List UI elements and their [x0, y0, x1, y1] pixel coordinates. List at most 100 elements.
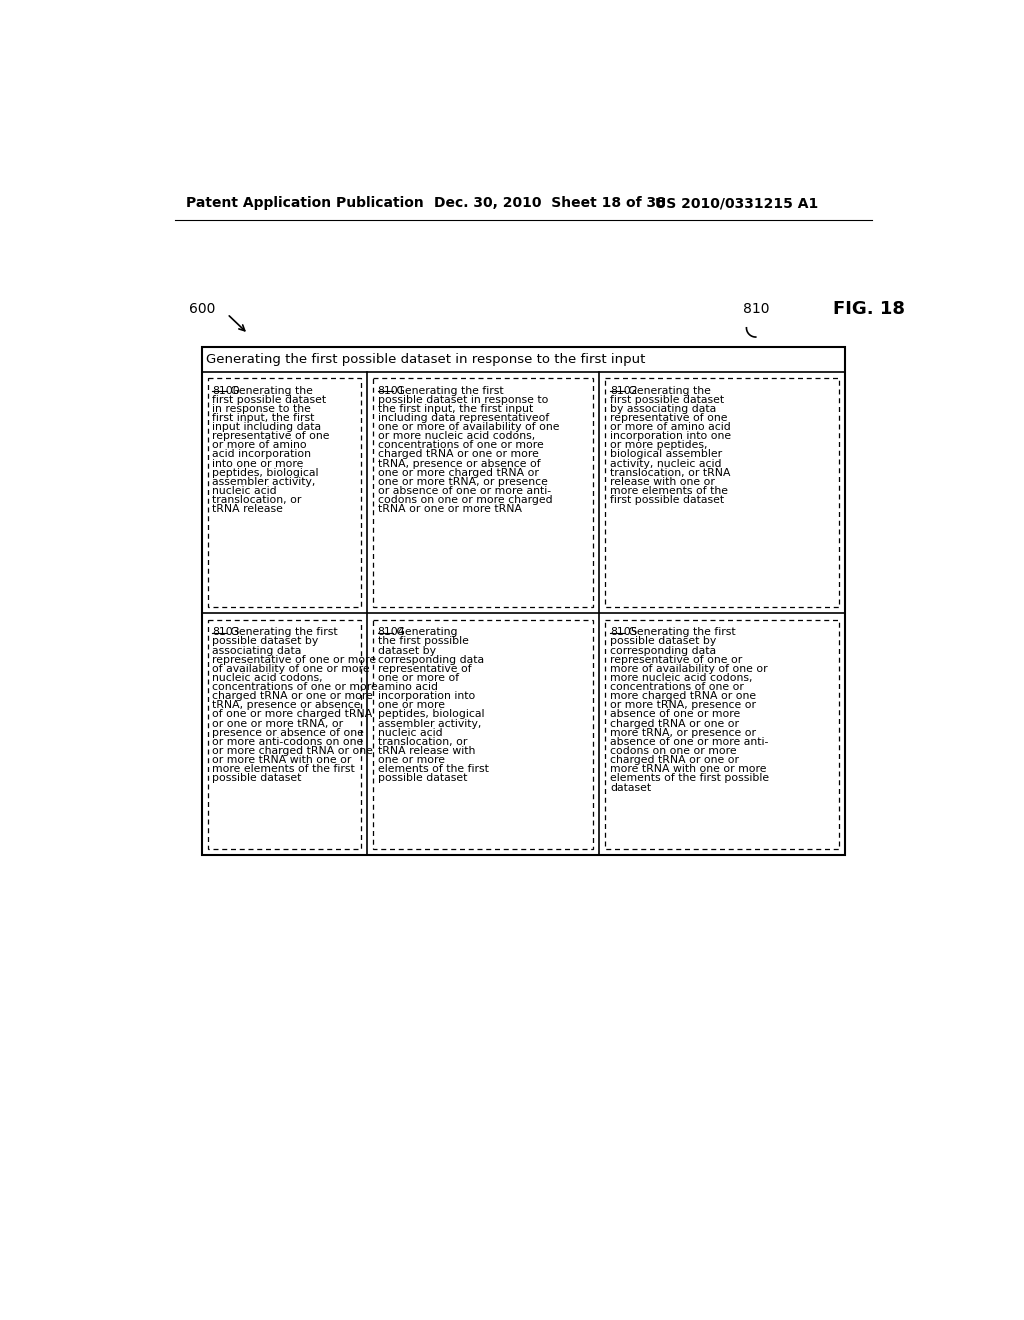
- Text: first possible dataset: first possible dataset: [610, 495, 724, 506]
- Text: incorporation into: incorporation into: [378, 692, 475, 701]
- Text: first possible dataset: first possible dataset: [212, 395, 327, 405]
- Text: 8102: 8102: [610, 385, 638, 396]
- Text: incorporation into one: incorporation into one: [610, 432, 731, 441]
- Text: translocation, or: translocation, or: [378, 737, 467, 747]
- Text: acid incorporation: acid incorporation: [212, 449, 311, 459]
- Text: more charged tRNA or one: more charged tRNA or one: [610, 692, 756, 701]
- Text: possible dataset: possible dataset: [212, 774, 302, 783]
- Text: more of availability of one or: more of availability of one or: [610, 664, 768, 673]
- Text: tRNA release with: tRNA release with: [378, 746, 475, 756]
- Text: into one or more: into one or more: [212, 458, 304, 469]
- Text: or more tRNA, presence or: or more tRNA, presence or: [610, 701, 756, 710]
- Text: amino acid: amino acid: [378, 682, 437, 692]
- Text: or more charged tRNA or one: or more charged tRNA or one: [212, 746, 374, 756]
- Text: elements of the first possible: elements of the first possible: [610, 774, 769, 783]
- Text: assembler activity,: assembler activity,: [212, 477, 315, 487]
- Text: in response to the: in response to the: [212, 404, 311, 413]
- Text: including data representativeof: including data representativeof: [378, 413, 549, 422]
- Text: Generating the first: Generating the first: [625, 627, 735, 638]
- Text: possible dataset by: possible dataset by: [212, 636, 318, 647]
- Text: more elements of the: more elements of the: [610, 486, 728, 496]
- Text: peptides, biological: peptides, biological: [212, 467, 318, 478]
- Text: concentrations of one or more: concentrations of one or more: [212, 682, 378, 692]
- Text: first possible dataset: first possible dataset: [610, 395, 724, 405]
- Text: 8104: 8104: [378, 627, 406, 638]
- Text: more tRNA, or presence or: more tRNA, or presence or: [610, 727, 756, 738]
- Text: of availability of one or more: of availability of one or more: [212, 664, 370, 673]
- Text: input including data: input including data: [212, 422, 322, 432]
- Text: corresponding data: corresponding data: [378, 655, 483, 665]
- Text: or more nucleic acid codons,: or more nucleic acid codons,: [378, 432, 535, 441]
- Text: by associating data: by associating data: [610, 404, 717, 413]
- Text: charged tRNA or one or more: charged tRNA or one or more: [212, 692, 374, 701]
- Text: nucleic acid: nucleic acid: [212, 486, 278, 496]
- Text: Patent Application Publication: Patent Application Publication: [186, 197, 424, 210]
- Text: representative of one or: representative of one or: [610, 655, 742, 665]
- Text: release with one or: release with one or: [610, 477, 715, 487]
- Text: charged tRNA or one or more: charged tRNA or one or more: [378, 449, 539, 459]
- Bar: [373, 378, 593, 607]
- Bar: [208, 619, 360, 849]
- Text: FIG. 18: FIG. 18: [834, 300, 905, 318]
- Bar: [202, 347, 845, 855]
- Text: nucleic acid codons,: nucleic acid codons,: [212, 673, 324, 682]
- Text: one or more tRNA, or presence: one or more tRNA, or presence: [378, 477, 548, 487]
- Text: first input, the first: first input, the first: [212, 413, 314, 422]
- Text: translocation, or: translocation, or: [212, 495, 302, 506]
- Text: tRNA, presence or absence of: tRNA, presence or absence of: [378, 458, 541, 469]
- Text: Generating the first possible dataset in response to the first input: Generating the first possible dataset in…: [206, 352, 646, 366]
- Text: assembler activity,: assembler activity,: [378, 718, 481, 729]
- Bar: [373, 619, 593, 849]
- Text: more nucleic acid codons,: more nucleic acid codons,: [610, 673, 753, 682]
- Text: Generating the first: Generating the first: [392, 385, 503, 396]
- Text: representative of: representative of: [378, 664, 471, 673]
- Text: of one or more charged tRNA: of one or more charged tRNA: [212, 709, 373, 719]
- Text: activity, nucleic acid: activity, nucleic acid: [610, 458, 722, 469]
- Text: Dec. 30, 2010  Sheet 18 of 38: Dec. 30, 2010 Sheet 18 of 38: [434, 197, 666, 210]
- Text: or more anti-codons on one: or more anti-codons on one: [212, 737, 364, 747]
- Text: tRNA release: tRNA release: [212, 504, 284, 515]
- Text: the first input, the first input: the first input, the first input: [378, 404, 532, 413]
- Text: Generating the: Generating the: [625, 385, 711, 396]
- Text: associating data: associating data: [212, 645, 302, 656]
- Text: biological assembler: biological assembler: [610, 449, 722, 459]
- Bar: [605, 378, 839, 607]
- Text: representative of one: representative of one: [610, 413, 727, 422]
- Text: more elements of the first: more elements of the first: [212, 764, 355, 775]
- Text: concentrations of one or more: concentrations of one or more: [378, 441, 544, 450]
- Text: charged tRNA or one or: charged tRNA or one or: [610, 718, 739, 729]
- Text: nucleic acid: nucleic acid: [378, 727, 442, 738]
- Text: codons on one or more: codons on one or more: [610, 746, 736, 756]
- Text: or more peptides,: or more peptides,: [610, 441, 708, 450]
- Text: charged tRNA or one or: charged tRNA or one or: [610, 755, 739, 766]
- Text: or one or more tRNA, or: or one or more tRNA, or: [212, 718, 344, 729]
- Text: absence of one or more anti-: absence of one or more anti-: [610, 737, 768, 747]
- Text: more tRNA with one or more: more tRNA with one or more: [610, 764, 767, 775]
- Bar: [208, 378, 360, 607]
- Text: dataset: dataset: [610, 783, 651, 792]
- Text: one or more of: one or more of: [378, 673, 459, 682]
- Bar: [605, 619, 839, 849]
- Text: one or more: one or more: [378, 701, 444, 710]
- Text: or more tRNA with one or: or more tRNA with one or: [212, 755, 352, 766]
- Text: elements of the first: elements of the first: [378, 764, 488, 775]
- Text: 8101: 8101: [378, 385, 406, 396]
- Text: possible dataset in response to: possible dataset in response to: [378, 395, 548, 405]
- Text: possible dataset: possible dataset: [378, 774, 467, 783]
- Text: Generating the first: Generating the first: [227, 627, 338, 638]
- Text: or more of amino acid: or more of amino acid: [610, 422, 731, 432]
- Text: or more of amino: or more of amino: [212, 441, 307, 450]
- Text: one or more of availability of one: one or more of availability of one: [378, 422, 559, 432]
- Text: 810: 810: [742, 302, 769, 317]
- Text: 8105: 8105: [610, 627, 638, 638]
- Text: dataset by: dataset by: [378, 645, 435, 656]
- Text: 600: 600: [189, 302, 216, 317]
- Text: Generating the: Generating the: [227, 385, 313, 396]
- Text: tRNA or one or more tRNA: tRNA or one or more tRNA: [378, 504, 521, 515]
- Text: codons on one or more charged: codons on one or more charged: [378, 495, 552, 506]
- Text: representative of one or more: representative of one or more: [212, 655, 377, 665]
- Text: or absence of one or more anti-: or absence of one or more anti-: [378, 486, 551, 496]
- Text: tRNA, presence or absence: tRNA, presence or absence: [212, 701, 361, 710]
- Text: 8103: 8103: [212, 627, 240, 638]
- Text: the first possible: the first possible: [378, 636, 468, 647]
